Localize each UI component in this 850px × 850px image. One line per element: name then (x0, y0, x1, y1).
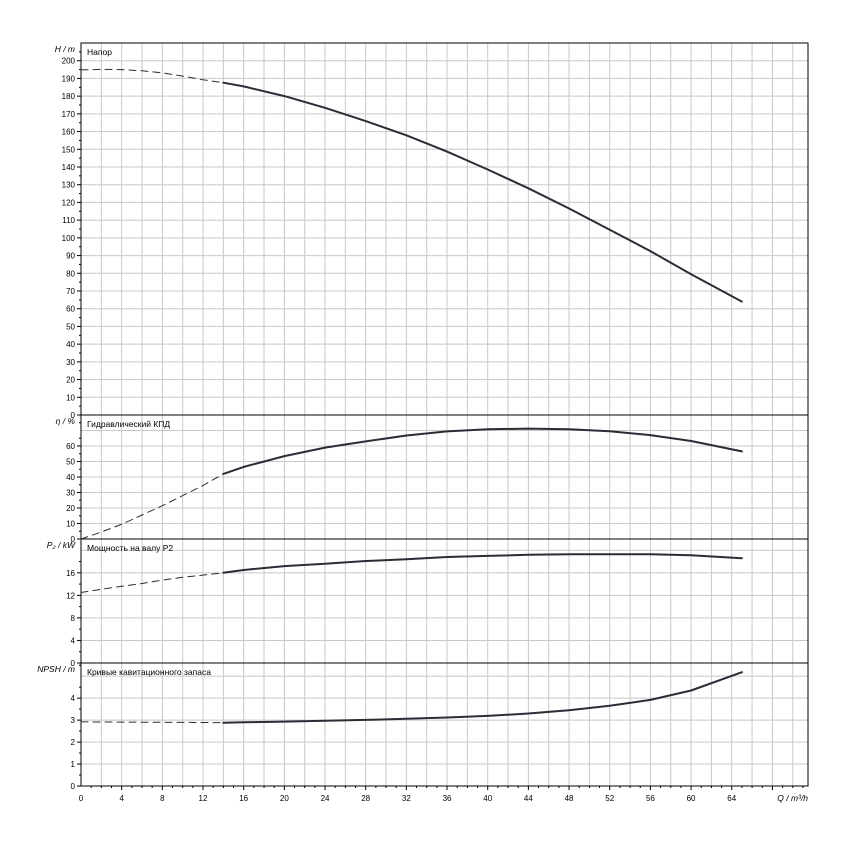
y-tick-label: 20 (66, 504, 75, 513)
curve-extrapolated-dashed (80, 473, 224, 540)
y-tick-label: 30 (66, 489, 75, 498)
x-tick-label: 12 (199, 794, 208, 803)
y-tick-label: 0 (71, 411, 76, 420)
x-tick-label: 44 (524, 794, 533, 803)
panel-title: Напор (87, 47, 112, 57)
y-axis-title: NPSH / m (37, 664, 75, 674)
x-tick-label: 24 (321, 794, 330, 803)
curve-operating-solid (222, 671, 743, 724)
x-tick-label: 64 (727, 794, 736, 803)
x-tick-label: 28 (361, 794, 370, 803)
y-tick-label: 120 (62, 198, 76, 207)
x-axis-title: Q / m³/h (777, 793, 808, 803)
x-tick-label: 60 (687, 794, 696, 803)
y-tick-label: 50 (66, 458, 75, 467)
y-axis-title: P₂ / kW (47, 540, 76, 550)
y-tick-label: 20 (66, 376, 75, 385)
y-tick-label: 100 (62, 234, 76, 243)
y-tick-label: 50 (66, 322, 75, 331)
x-tick-label: 48 (565, 794, 574, 803)
y-tick-label: 60 (66, 442, 75, 451)
y-tick-label: 16 (66, 569, 75, 578)
y-axis-title: H / m (55, 44, 75, 54)
y-tick-label: 4 (71, 694, 76, 703)
y-tick-label: 180 (62, 92, 76, 101)
y-tick-label: 130 (62, 181, 76, 190)
x-tick-label: 40 (483, 794, 492, 803)
curve-extrapolated-dashed (80, 68, 224, 84)
y-tick-label: 40 (66, 473, 75, 482)
y-tick-label: 150 (62, 145, 76, 154)
x-tick-label: 8 (160, 794, 165, 803)
curve-operating-solid (222, 81, 743, 303)
curve-layer (80, 68, 743, 724)
y-tick-label: 0 (71, 659, 76, 668)
y-tick-label: 110 (62, 216, 75, 225)
y-tick-label: 90 (66, 252, 75, 261)
y-tick-label: 190 (62, 74, 76, 83)
label-layer: 0102030405060708090100110120130140150160… (37, 44, 808, 803)
x-tick-label: 36 (443, 794, 452, 803)
y-tick-label: 12 (66, 591, 75, 600)
y-tick-label: 2 (71, 738, 76, 747)
y-tick-label: 70 (66, 287, 75, 296)
x-tick-label: 4 (119, 794, 124, 803)
grid-layer (81, 43, 808, 786)
panel-title: Мощность на валу P2 (87, 543, 173, 553)
y-tick-label: 80 (66, 269, 75, 278)
curve-extrapolated-dashed (80, 721, 224, 724)
y-axis-title: η / % (56, 416, 76, 426)
y-tick-label: 140 (62, 163, 76, 172)
curve-extrapolated-dashed (80, 572, 224, 593)
x-tick-label: 52 (605, 794, 614, 803)
x-tick-label: 56 (646, 794, 655, 803)
panel-frame (80, 662, 809, 787)
y-tick-label: 10 (66, 393, 75, 402)
y-tick-label: 8 (71, 614, 76, 623)
y-tick-label: 4 (71, 636, 76, 645)
y-tick-label: 40 (66, 340, 75, 349)
panel-title: Кривые кавитационного запаса (87, 667, 211, 677)
y-tick-label: 10 (66, 520, 75, 529)
y-tick-label: 160 (62, 128, 76, 137)
panel-title: Гидравлический КПД (87, 419, 170, 429)
x-tick-label: 0 (79, 794, 84, 803)
x-tick-label: 20 (280, 794, 289, 803)
x-tick-label: 16 (239, 794, 248, 803)
curve-operating-solid (222, 427, 743, 475)
curve-operating-solid (222, 553, 743, 574)
y-tick-label: 60 (66, 305, 75, 314)
y-tick-label: 0 (71, 535, 76, 544)
y-tick-label: 30 (66, 358, 75, 367)
y-tick-label: 170 (62, 110, 76, 119)
y-tick-label: 1 (71, 760, 76, 769)
y-tick-label: 0 (71, 782, 76, 791)
frame-layer (77, 42, 809, 790)
x-tick-label: 32 (402, 794, 411, 803)
y-tick-label: 3 (71, 716, 76, 725)
y-tick-label: 200 (62, 57, 76, 66)
